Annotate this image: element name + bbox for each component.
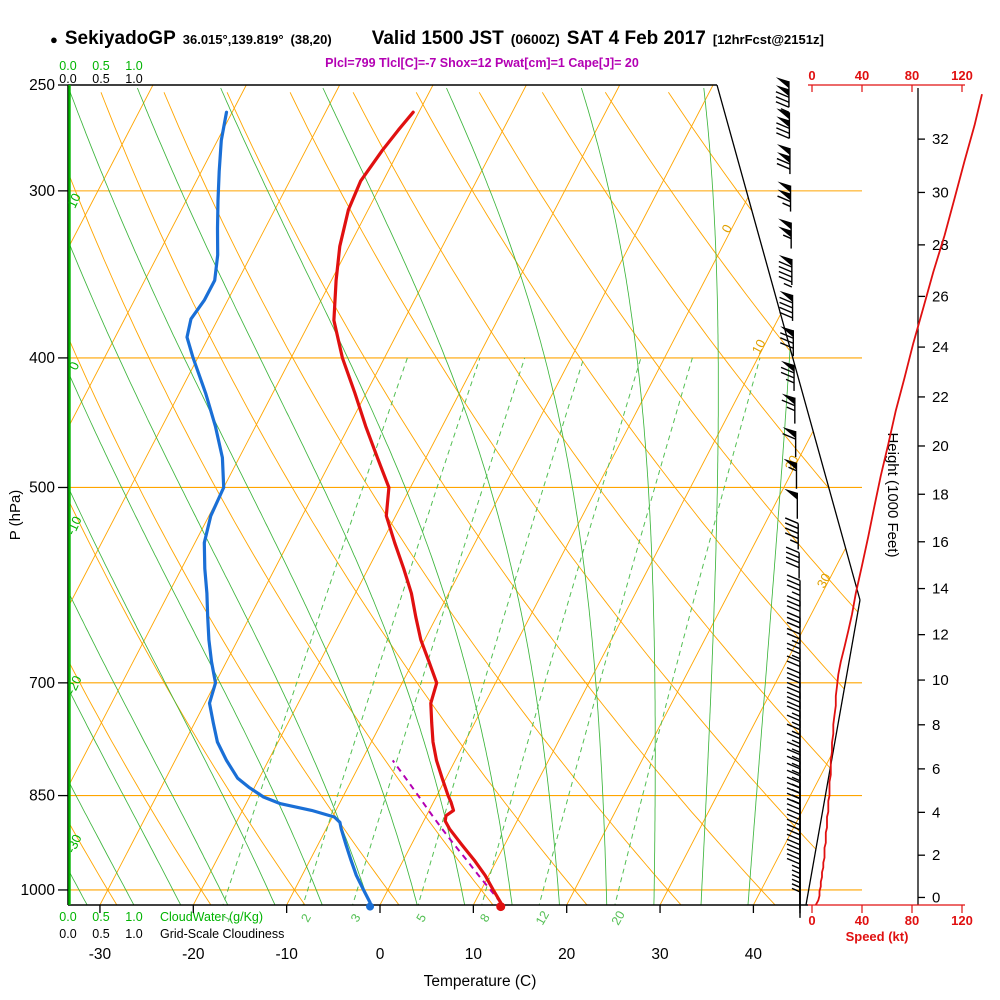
height-tick-label: 26 (932, 288, 949, 305)
pressure-gridlines (68, 190, 862, 891)
cloud-scale-label: 1.0 (125, 910, 142, 924)
cloudiness-scale-label: 1.0 (125, 927, 142, 941)
temperature-tick-label: 10 (465, 946, 483, 963)
temperature-tick-label: -30 (89, 946, 112, 963)
cloudiness-axis-label: Grid-Scale Cloudiness (160, 927, 284, 941)
height-tick-label: 8 (932, 717, 940, 734)
speed-tick-label: 80 (905, 68, 919, 83)
height-tick-label: 20 (932, 438, 949, 455)
pressure-tick-label: 400 (29, 350, 55, 367)
speed-tick-label: 40 (855, 68, 869, 83)
cloudiness-scale-label: 1.0 (125, 72, 142, 86)
mixing-ratio-label: 2 (298, 911, 314, 924)
station-name: SekiyadoGP (64, 28, 176, 49)
temperature-tick-label: 30 (651, 946, 669, 963)
isotherm-label: 0 (718, 222, 735, 235)
cloudiness-scale-label: 0.5 (92, 927, 109, 941)
isotherm-label: 10 (749, 337, 769, 357)
wind-speed-profile (815, 93, 983, 906)
surface-temperature-dot (496, 902, 506, 912)
parcel-path (391, 759, 502, 904)
temperature-tick-label: -10 (275, 946, 298, 963)
height-tick-label: 32 (932, 131, 949, 148)
pressure-tick-label: 300 (29, 183, 55, 200)
mixing-ratio-label: 5 (414, 911, 430, 924)
cloud-scale-label: 0.5 (92, 910, 109, 924)
speed-tick-label: 120 (951, 913, 973, 928)
dewpoint-curve (185, 110, 372, 905)
height-tick-label: 0 (932, 889, 940, 906)
height-tick-label: 2 (932, 847, 940, 864)
gridline-value-labels: 100-10-20-300102030123581220 (63, 191, 834, 928)
mixing-ratio-label: 8 (477, 911, 493, 924)
height-tick-label: 10 (932, 672, 949, 689)
sounding-curves (185, 110, 506, 912)
mixing-ratio-label: 20 (609, 908, 628, 927)
dry-adiabat-label: -20 (63, 673, 85, 696)
sounding-indices: Plcl=799 Tlcl[C]=-7 Shox=12 Pwat[cm]=1 C… (325, 56, 639, 70)
temperature-tick-label: 20 (558, 946, 576, 963)
cloudwater-axis-label: CloudWater (g/Kg) (160, 910, 263, 924)
height-tick-label: 12 (932, 627, 949, 644)
height-tick-label: 22 (932, 389, 949, 406)
dry-adiabat-label: -10 (63, 514, 85, 537)
cloud-scale-label: 1.0 (125, 59, 142, 73)
chart-title: ● SekiyadoGP 36.015°,139.819° (38,20) Va… (50, 28, 824, 50)
temperature-tick-label: 40 (745, 946, 763, 963)
speed-tick-label: 0 (808, 68, 815, 83)
station-grid-point: (38,20) (290, 32, 332, 47)
isotherm-label: 30 (814, 571, 834, 591)
speed-axis-label: Speed (kt) (846, 929, 909, 944)
height-axis-label: Height (1000 Feet) (884, 432, 901, 557)
height-tick-label: 14 (932, 581, 949, 598)
cloud-scale-label: 0.0 (59, 59, 76, 73)
height-tick-label: 30 (932, 184, 949, 201)
temperature-tick-label: -20 (182, 946, 205, 963)
valid-date: SAT 4 Feb 2017 (566, 28, 706, 49)
height-tick-label: 18 (932, 486, 949, 503)
pressure-tick-label: 850 (29, 788, 55, 805)
valid-time-utc: (0600Z) (510, 31, 560, 47)
mixing-ratio-label: 3 (348, 911, 364, 924)
pressure-tick-label: 1000 (21, 882, 56, 899)
temperature-tick-label: 0 (376, 946, 385, 963)
valid-time: Valid 1500 JST (371, 28, 504, 49)
height-tick-label: 16 (932, 534, 949, 551)
dry-adiabat-label: -30 (63, 832, 85, 855)
dry-adiabat-label: 10 (64, 191, 84, 210)
height-tick-label: 4 (932, 804, 940, 821)
pressure-tick-label: 700 (29, 675, 55, 692)
speed-tick-label: 40 (855, 913, 869, 928)
pressure-axis-label: P (hPa) (7, 490, 24, 541)
pressure-tick-label: 500 (29, 479, 55, 496)
speed-tick-label: 0 (808, 913, 815, 928)
speed-tick-label: 80 (905, 913, 919, 928)
station-bullet-icon: ● (50, 32, 58, 47)
skewt-gridlines (68, 85, 860, 905)
wind-barbs (775, 77, 801, 918)
cloudiness-scale-label: 0.5 (92, 72, 109, 86)
height-tick-label: 28 (932, 237, 949, 254)
height-tick-label: 6 (932, 761, 940, 778)
height-tick-label: 24 (932, 339, 949, 356)
pressure-tick-label: 250 (29, 77, 55, 94)
mixing-ratio-label: 12 (533, 908, 552, 927)
surface-dewpoint-dot (366, 902, 375, 911)
cloud-scale-label: 0.0 (59, 910, 76, 924)
cloudiness-scale-label: 0.0 (59, 927, 76, 941)
station-coords: 36.015°,139.819° (182, 32, 284, 47)
forecast-tag: [12hrFcst@2151z] (712, 32, 824, 47)
plot-frame (67, 84, 861, 906)
temperature-curve (332, 110, 503, 905)
cloud-scale-label: 0.5 (92, 59, 109, 73)
speed-tick-label: 120 (951, 68, 973, 83)
temperature-axis-label: Temperature (C) (424, 973, 537, 990)
cloudiness-scale-label: 0.0 (59, 72, 76, 86)
